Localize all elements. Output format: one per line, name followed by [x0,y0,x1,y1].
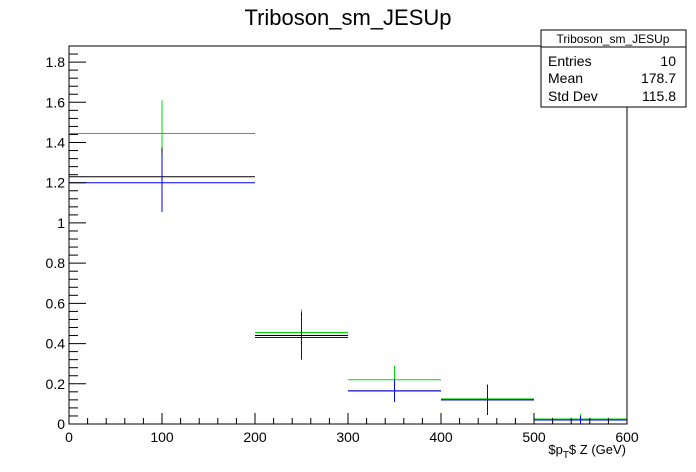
tick-layer: 0 100 200 300 400 500 600 0 0.2 0.4 0.6 0.8 1 1.2 1.4 1… [46,45,639,445]
x-axis-label: $pT$ Z (GeV) [548,442,626,461]
stats-stddev-value: 115.8 [642,88,676,104]
stats-mean-value: 178.7 [641,70,676,86]
x-axis-label-rest: $ Z (GeV) [569,442,626,457]
y-tick-label: 1 [57,215,65,231]
series-2 [69,153,627,424]
x-axis-label-main: $p [548,442,562,457]
stats-box-title: Triboson_sm_JESUp [557,32,670,46]
series-1 [69,147,627,424]
x-tick-label: 300 [336,429,360,445]
y-tick-label: 0.8 [46,255,66,271]
stats-box: Triboson_sm_JESUp Entries 10 Mean 178.7 … [540,29,687,108]
x-tick-label: 200 [243,429,267,445]
series-0 [69,100,627,424]
chart-title: Triboson_sm_JESUp [244,5,451,30]
stats-mean-label: Mean [548,70,583,86]
y-tick-label: 0.4 [46,336,66,352]
stats-entries-value: 10 [660,53,676,69]
x-tick-label: 400 [429,429,453,445]
y-tick-label: 1.8 [46,54,66,70]
stats-box-frame [540,29,687,108]
x-tick-label: 500 [522,429,546,445]
y-tick-label: 1.2 [46,175,66,191]
x-axis-label-subscript: T [563,450,569,461]
y-tick-label: 0 [57,416,65,432]
stats-entries-label: Entries [548,53,592,69]
y-tick-label: 1.6 [46,94,66,110]
x-tick-label: 600 [615,429,639,445]
y-tick-label: 0.2 [46,376,66,392]
x-tick-label: 0 [65,429,73,445]
y-tick-label: 1.4 [46,135,66,151]
x-tick-label: 100 [150,429,174,445]
y-tick-label: 0.6 [46,295,66,311]
stats-stddev-label: Std Dev [548,88,598,104]
series-layer [69,100,627,424]
